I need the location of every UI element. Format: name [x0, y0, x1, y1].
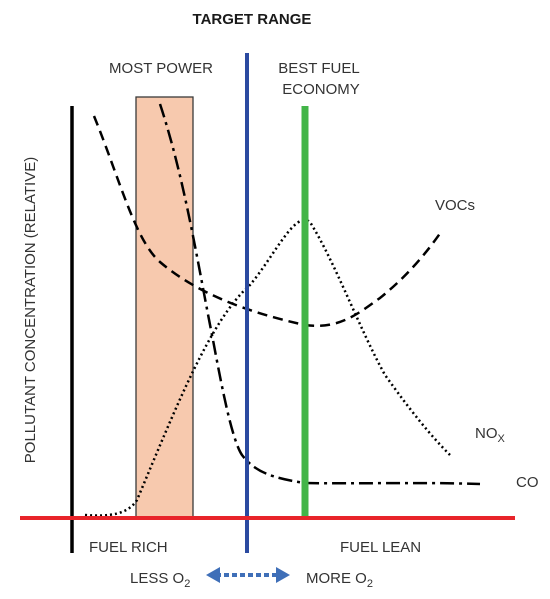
best-fuel-label-line2: ECONOMY: [282, 81, 360, 98]
most-power-band: [135, 96, 194, 519]
less-oxygen-label: LESS O2: [130, 570, 190, 590]
nox-label: NOX: [475, 425, 506, 445]
vocs-curve: [92, 115, 443, 328]
y-axis-label: POLLUTANT CONCENTRATION (RELATIVE): [22, 157, 39, 463]
most-power-label: MOST POWER: [109, 60, 213, 77]
diagram-title: TARGET RANGE: [193, 11, 312, 28]
oxygen-arrow-icon: [206, 567, 290, 583]
vocs-label: VOCs: [435, 197, 475, 214]
more-oxygen-label: MORE O2: [306, 570, 373, 590]
co-curve: [158, 103, 481, 486]
fuel-lean-label: FUEL LEAN: [340, 539, 421, 556]
co-label: CO: [516, 474, 539, 491]
fuel-rich-label: FUEL RICH: [89, 539, 168, 556]
best-fuel-label-line1: BEST FUEL: [278, 60, 359, 77]
